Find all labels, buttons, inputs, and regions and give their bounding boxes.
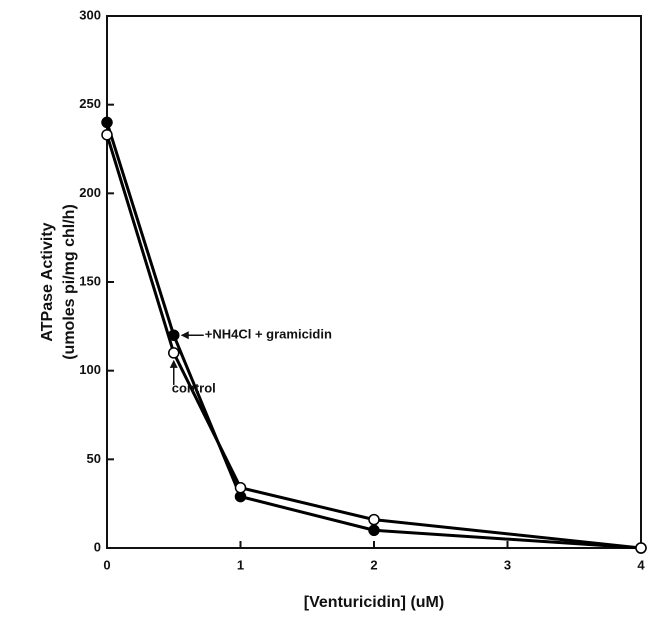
data-point [368,524,380,537]
y-tick-label: 100 [79,362,101,377]
annotation-arrowhead [169,359,178,368]
y-tick-label: 200 [79,185,101,200]
y-axis-label: (umoles pi/mg chl/h) [61,204,78,360]
data-point [234,481,247,494]
y-axis-label: ATPase Activity [39,222,56,341]
x-tick-label: 2 [370,557,377,572]
x-tick-label: 3 [504,557,511,572]
plot-frame [106,15,642,549]
data-point [101,116,113,129]
data-point [168,329,180,341]
x-tick-label: 0 [103,557,110,572]
annotation-arrowhead [180,331,189,340]
annotation: +NH4Cl + gramicidin [205,327,332,342]
x-tick-label: 4 [637,557,645,572]
y-tick-label: 250 [79,96,101,111]
series-line [105,134,642,550]
y-tick-label: 150 [79,273,101,288]
annotation: control [172,380,216,395]
data-point [168,347,180,359]
y-tick-label: 0 [94,539,101,554]
x-tick-label: 1 [237,557,244,572]
x-axis-label: [Venturicidin] (uM) [304,594,444,611]
y-tick-label: 300 [79,7,101,22]
data-point [368,513,380,526]
data-point [635,542,647,554]
y-tick-label: 50 [87,451,101,466]
data-point [101,129,113,141]
